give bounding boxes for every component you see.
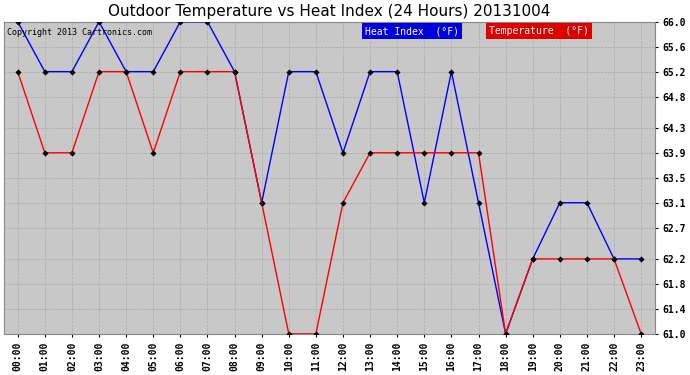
Text: Temperature  (°F): Temperature (°F) xyxy=(489,26,589,36)
Text: Copyright 2013 Cartronics.com: Copyright 2013 Cartronics.com xyxy=(8,28,152,37)
Title: Outdoor Temperature vs Heat Index (24 Hours) 20131004: Outdoor Temperature vs Heat Index (24 Ho… xyxy=(108,4,551,19)
Text: Heat Index  (°F): Heat Index (°F) xyxy=(365,26,460,36)
